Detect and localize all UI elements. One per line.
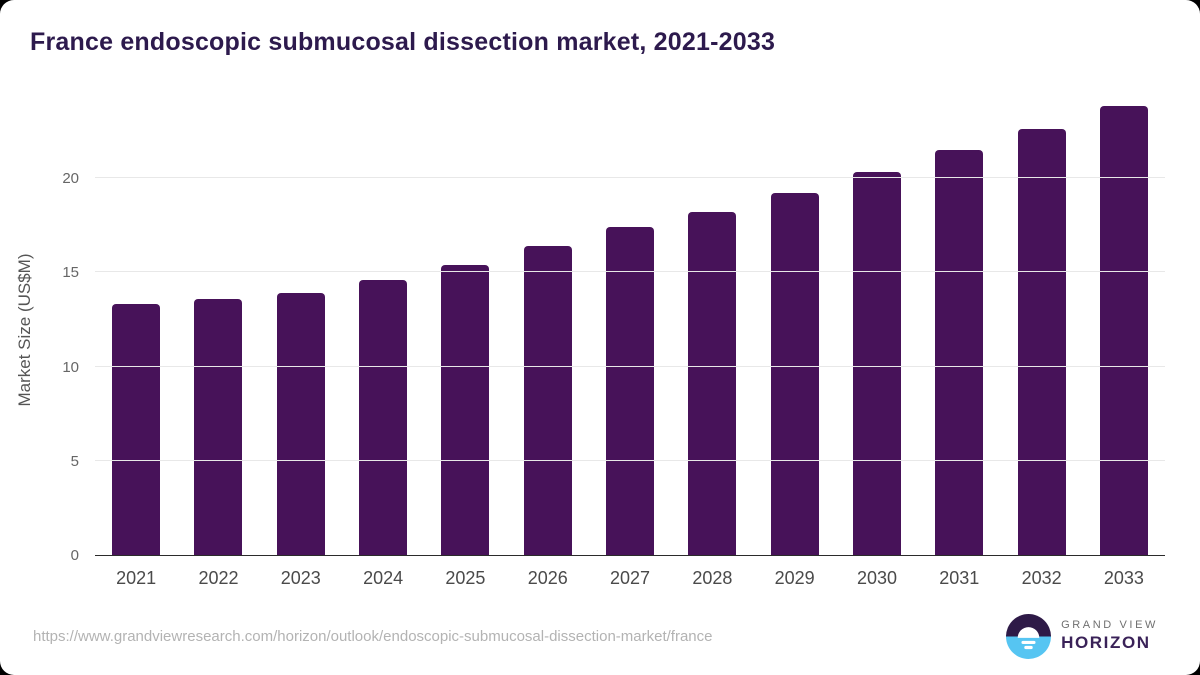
bar-slot	[589, 97, 671, 555]
x-tick-label-2031: 2031	[939, 568, 980, 588]
x-label-slot: 2028	[671, 568, 753, 589]
y-tick-label: 15	[62, 264, 79, 282]
logo-brand-text: GRAND VIEW	[1061, 618, 1158, 631]
x-axis-labels: 2021 2022 2023 2024 2025 2026 2027 2028 2029 2030…	[95, 568, 1165, 589]
bar-chart: Market Size (US$M) 0 5 10 15 20 2021 2022 2023…	[0, 97, 1200, 602]
x-tick-label-2024: 2024	[363, 568, 404, 588]
bar-2030	[852, 172, 901, 555]
bar-slot	[754, 97, 836, 555]
bar-slot	[342, 97, 424, 555]
x-label-slot: 2029	[754, 568, 836, 589]
x-label-slot: 2021	[95, 568, 177, 589]
bars-container	[95, 97, 1165, 555]
x-label-slot: 2033	[1083, 568, 1165, 589]
y-tick-label: 0	[70, 547, 79, 564]
x-tick-label-2029: 2029	[774, 568, 815, 588]
bar-slot	[918, 97, 1000, 555]
gridline	[95, 365, 1165, 367]
x-tick-label-2025: 2025	[445, 568, 486, 588]
bar-slot	[1083, 97, 1165, 555]
bar-2028	[688, 211, 737, 555]
plot-area	[95, 97, 1165, 556]
chart-title: France endoscopic submucosal dissection …	[30, 28, 776, 56]
x-tick-label-2021: 2021	[116, 568, 157, 588]
bar-2032	[1017, 129, 1066, 555]
bar-slot	[1000, 97, 1082, 555]
bar-slot	[507, 97, 589, 555]
footer: https://www.grandviewresearch.com/horizo…	[0, 605, 1200, 675]
y-tick-label: 10	[62, 358, 79, 376]
x-label-slot: 2032	[1000, 568, 1082, 589]
bar-slot	[671, 97, 753, 555]
y-tick-label: 5	[70, 452, 79, 470]
bar-2021	[112, 304, 161, 555]
gridline	[95, 459, 1165, 461]
bar-slot	[95, 97, 177, 555]
x-tick-label-2030: 2030	[856, 568, 897, 588]
bar-2027	[606, 227, 655, 555]
bar-2025	[441, 264, 490, 555]
bar-slot	[177, 97, 259, 555]
x-tick-label-2033: 2033	[1103, 568, 1144, 588]
gridline	[95, 177, 1165, 178]
bar-2031	[935, 149, 984, 555]
bar-2029	[770, 193, 819, 555]
bar-2022	[194, 298, 243, 555]
x-label-slot: 2027	[589, 568, 671, 589]
bar-2023	[276, 293, 325, 555]
bar-2026	[523, 245, 572, 555]
x-tick-label-2028: 2028	[692, 568, 733, 588]
x-label-slot: 2022	[177, 568, 259, 589]
x-label-slot: 2026	[507, 568, 589, 589]
bar-2024	[359, 279, 408, 555]
logo-product-text: HORIZON	[1061, 633, 1151, 653]
x-tick-label-2023: 2023	[280, 568, 321, 588]
x-label-slot: 2024	[342, 568, 424, 589]
x-tick-label-2032: 2032	[1021, 568, 1062, 588]
bar-2033	[1099, 106, 1148, 555]
logo-text: GRAND VIEW HORIZON	[1061, 619, 1158, 654]
grand-view-horizon-logo: GRAND VIEW HORIZON	[1006, 613, 1158, 659]
y-axis-ticks: 0 5 10 15 20	[0, 97, 85, 564]
source-url: https://www.grandviewresearch.com/horizo…	[33, 627, 713, 645]
x-label-slot: 2023	[260, 568, 342, 589]
horizon-sun-icon	[1006, 613, 1052, 659]
bar-slot	[260, 97, 342, 555]
bar-slot	[424, 97, 506, 555]
x-label-slot: 2025	[424, 568, 506, 589]
y-tick-label: 20	[62, 170, 79, 187]
x-label-slot: 2031	[918, 568, 1000, 589]
x-label-slot: 2030	[836, 568, 918, 589]
gridline	[95, 271, 1165, 273]
x-tick-label-2027: 2027	[610, 568, 651, 588]
x-tick-label-2022: 2022	[198, 568, 239, 588]
bar-slot	[836, 97, 918, 555]
x-tick-label-2026: 2026	[527, 568, 568, 588]
